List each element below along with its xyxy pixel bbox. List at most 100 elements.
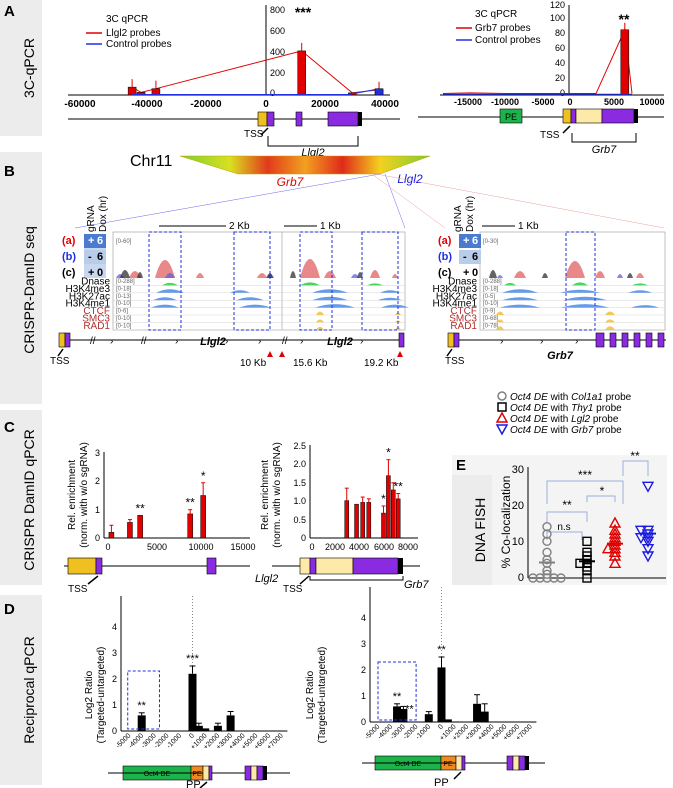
tss-label: TSS bbox=[244, 129, 264, 140]
damid-peak bbox=[489, 270, 497, 278]
gene-exon bbox=[256, 765, 264, 781]
gene-bracket bbox=[571, 133, 637, 143]
highlight-box bbox=[361, 231, 399, 331]
tss-arrow-icon bbox=[87, 575, 99, 585]
y-label: (norm. with w/o sgRNA) bbox=[272, 442, 283, 548]
data-point bbox=[608, 534, 622, 547]
bar bbox=[201, 728, 210, 731]
row-sign: + bbox=[463, 235, 469, 247]
pe-box bbox=[499, 108, 523, 124]
y-tick: 0 bbox=[560, 88, 565, 98]
gene-exon bbox=[518, 755, 526, 771]
kb-marker-icon bbox=[267, 351, 273, 357]
highlight-box bbox=[127, 670, 160, 730]
gene-exon bbox=[295, 111, 303, 127]
sig-label: n.s bbox=[557, 522, 570, 533]
bar bbox=[137, 515, 143, 539]
oct4-de-label: Oct4 DE bbox=[144, 771, 171, 778]
bar bbox=[424, 714, 433, 722]
sig-label: ** bbox=[630, 449, 640, 463]
y-label: Rel. enrichment bbox=[67, 460, 78, 530]
track-peak bbox=[496, 326, 504, 330]
track-range: [0-5] bbox=[483, 294, 495, 300]
data-point bbox=[641, 536, 655, 548]
damid-peak bbox=[565, 261, 585, 278]
y-tick: 1.5 bbox=[293, 478, 306, 488]
data-point bbox=[608, 523, 622, 536]
track-peak bbox=[572, 282, 588, 286]
sig-marker: * bbox=[381, 492, 386, 506]
tss-arrow-icon bbox=[562, 125, 571, 134]
damid-peak bbox=[165, 273, 175, 278]
damid-peak bbox=[497, 275, 503, 278]
row-id: (c) bbox=[438, 267, 452, 279]
bar bbox=[188, 673, 197, 731]
y-tick: 0 bbox=[95, 533, 100, 543]
data-point bbox=[608, 527, 622, 539]
x-tick: 20000 bbox=[311, 99, 339, 110]
tss-label: TSS bbox=[68, 584, 88, 595]
panel-a-right-chart: -15000 -10000 -5000 0 5000 10000 0 20 40… bbox=[418, 0, 665, 156]
bar bbox=[137, 715, 146, 731]
x-tick: 10000 bbox=[639, 97, 664, 107]
damid-peak bbox=[392, 274, 398, 278]
track-label: RAD1 bbox=[450, 321, 477, 332]
gene-exon bbox=[447, 332, 455, 348]
sig-bracket bbox=[546, 511, 588, 522]
track-peak bbox=[312, 289, 348, 293]
track-label: H3K4me1 bbox=[433, 299, 478, 310]
track-range: [0-10] bbox=[116, 323, 132, 329]
y-tick: 4 bbox=[361, 613, 366, 623]
tss-arrow-icon bbox=[446, 348, 453, 357]
gene-name: Llgl2 bbox=[200, 336, 226, 348]
bar bbox=[354, 503, 359, 539]
highlight-box bbox=[233, 231, 271, 331]
track-peak bbox=[316, 326, 324, 330]
bar bbox=[344, 500, 349, 539]
y-tick: 0.5 bbox=[293, 515, 306, 525]
data-point bbox=[641, 525, 655, 537]
bar bbox=[437, 667, 446, 722]
data-point bbox=[528, 573, 538, 583]
bar bbox=[127, 86, 137, 96]
track-peak bbox=[502, 289, 538, 293]
row-box bbox=[84, 250, 106, 264]
gene-exon bbox=[327, 111, 359, 127]
panel-letter-c: C bbox=[4, 419, 15, 436]
row-dox: 6 bbox=[97, 251, 103, 263]
track-peak bbox=[162, 282, 178, 286]
y-tick: 20 bbox=[512, 500, 524, 512]
data-point bbox=[556, 573, 566, 583]
track-peak bbox=[631, 305, 659, 308]
gene-bracket bbox=[267, 136, 359, 147]
x-tick: 4000 bbox=[349, 542, 369, 552]
damid-peak bbox=[627, 273, 633, 278]
strand-arrow-icon: › bbox=[360, 336, 363, 347]
y-tick: 800 bbox=[270, 5, 285, 15]
gene-exon bbox=[266, 111, 275, 127]
sig-marker: * bbox=[201, 469, 206, 483]
x-tick: 8000 bbox=[398, 542, 418, 552]
track-label: H3K4me1 bbox=[66, 299, 111, 310]
y-tick: 60 bbox=[555, 43, 565, 53]
x-tick: 5000 bbox=[147, 542, 167, 552]
highlight-box bbox=[377, 661, 417, 721]
gene-exon bbox=[358, 112, 362, 126]
x-tick: 0 bbox=[309, 542, 314, 552]
y-tick: 0 bbox=[301, 533, 306, 543]
track-peak bbox=[504, 282, 516, 286]
grna-header: gRNA bbox=[453, 205, 464, 232]
gene-exon bbox=[202, 765, 210, 781]
grna-header: gRNA bbox=[86, 205, 97, 232]
bar bbox=[360, 502, 365, 539]
row-dox: 6 bbox=[472, 251, 478, 263]
y-tick: 1 bbox=[112, 700, 117, 710]
sig-marker: * bbox=[386, 446, 391, 460]
panel-a-right-x-ticks: -15000 -10000 -5000 0 5000 10000 bbox=[454, 97, 665, 107]
y-tick: 120 bbox=[550, 0, 565, 10]
gene-exon bbox=[595, 332, 605, 348]
llgl2-chr-label: Llgl2 bbox=[397, 172, 423, 186]
sig-bracket bbox=[586, 495, 616, 502]
track-peak bbox=[367, 283, 383, 286]
